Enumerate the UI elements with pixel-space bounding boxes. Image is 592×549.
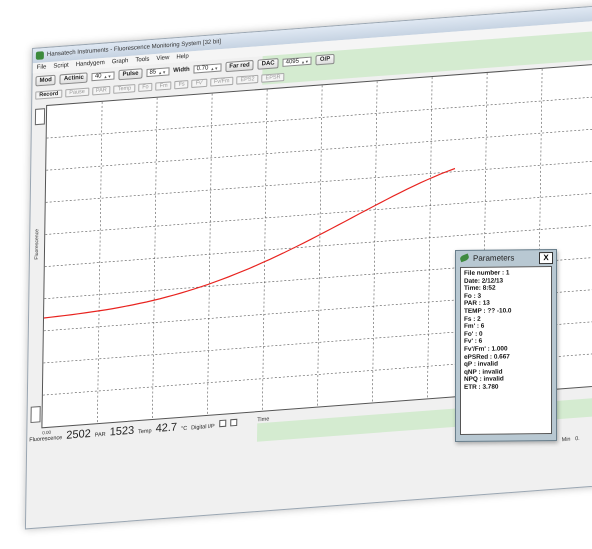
spin-arrows-icon: ▲▼ (158, 69, 167, 75)
spin-arrows-icon: ▲▼ (300, 58, 309, 64)
width-label: Width (173, 66, 190, 75)
grid-lines (42, 68, 592, 424)
dac-button[interactable]: DAC (257, 58, 279, 70)
y-axis-min-box[interactable] (30, 405, 41, 424)
pause-button[interactable]: Pause (65, 87, 89, 98)
grid-line-horizontal (46, 120, 592, 171)
grid-line-vertical (152, 97, 158, 420)
fv-button[interactable]: Fv' (191, 78, 207, 88)
fluorescence-value: 2502 (66, 427, 91, 442)
parameter-line: ETR : 3.780 (464, 383, 499, 391)
digital-input-label: Digital I/P (191, 423, 215, 432)
leaf-icon (459, 253, 470, 263)
width-value: 0.70 (196, 65, 209, 73)
temp-unit: °C (180, 425, 188, 433)
min-value: 0. (575, 435, 580, 443)
par-button[interactable]: PAR (91, 85, 111, 96)
spin-arrows-icon: ▲▼ (103, 73, 112, 79)
spin-arrows-icon: ▲▼ (210, 65, 219, 71)
pulse-stepper[interactable]: 85 ▲▼ (146, 67, 170, 78)
y-axis-scale-box[interactable] (34, 108, 46, 126)
temp-label: Temp (138, 428, 152, 436)
fluorescence-trace (43, 167, 456, 319)
actinic-value: 40 (94, 73, 102, 80)
width-stepper[interactable]: 0.70 ▲▼ (193, 63, 222, 74)
fs-button[interactable]: Fs (174, 80, 189, 90)
pulse-button[interactable]: Pulse (118, 68, 143, 81)
fm-button[interactable]: Fm (155, 81, 172, 91)
fvfm-button[interactable]: Fv/Fm (209, 76, 234, 87)
grid-line-vertical (97, 101, 103, 424)
mod-button[interactable]: Mod (35, 74, 56, 87)
min-label: Min 0. (562, 436, 580, 443)
grid-line-vertical (317, 85, 323, 407)
plot-canvas (42, 68, 592, 424)
digital-input-checkbox-2[interactable] (229, 418, 237, 427)
fluorescence-label: Fluorescence (29, 434, 63, 444)
fluorescence-plot[interactable]: Fluorescence 0.00 (30, 55, 592, 435)
grid-line-vertical (537, 68, 543, 391)
pulse-value: 85 (149, 69, 157, 76)
far-red-button[interactable]: Far red (225, 59, 254, 73)
par-value: 1523 (109, 424, 135, 439)
min-text: Min (561, 436, 571, 444)
dac-value: 4095 (285, 58, 300, 66)
grid-line-horizontal (46, 88, 592, 139)
grid-line-vertical (372, 81, 378, 403)
app-icon (35, 51, 44, 60)
grid-line-horizontal (45, 184, 592, 235)
fo-button[interactable]: Fo (138, 82, 153, 93)
parameters-list: File number : 1 Date: 2/12/13 Time: 8:52 Fo… (460, 266, 552, 435)
record-button[interactable]: Record (35, 89, 63, 100)
op-button[interactable]: O/P (315, 53, 335, 66)
y-axis-label: Fluorescence (33, 228, 41, 260)
temp-value: 42.7 (155, 421, 178, 436)
par-label: PAR (94, 431, 106, 439)
temp-button[interactable]: Temp (113, 84, 136, 94)
app-window: Hansatech Instruments - Fluorescence Mon… (24, 0, 592, 530)
parameters-panel[interactable]: Parameters X File number : 1 Date: 2/12/1… (455, 248, 557, 442)
epsr-button[interactable]: EPSR (261, 72, 285, 83)
parameters-close-button[interactable]: X (539, 252, 553, 265)
digital-input-checkbox-1[interactable] (218, 419, 226, 428)
dac-stepper[interactable]: 4095 ▲▼ (282, 56, 312, 67)
grid-line-horizontal (45, 152, 592, 203)
actinic-button[interactable]: Actinic (59, 72, 88, 85)
actinic-stepper[interactable]: 40 ▲▼ (91, 71, 115, 82)
eps2-button[interactable]: EPS2 (236, 74, 259, 85)
parameters-title: Parameters (473, 252, 515, 263)
